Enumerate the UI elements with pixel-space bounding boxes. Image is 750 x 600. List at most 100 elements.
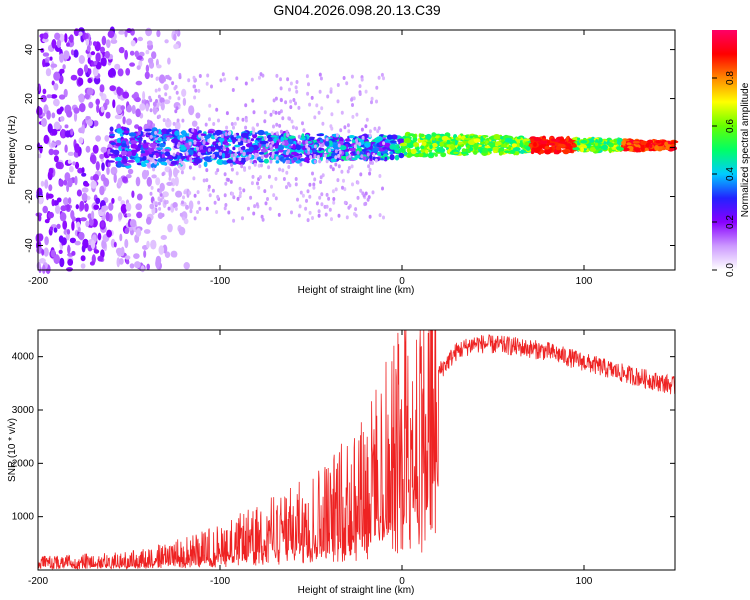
spectrogram-cell xyxy=(270,184,273,189)
spectrogram-cell xyxy=(368,154,373,159)
spectrogram-cell xyxy=(38,214,42,222)
spectrogram-cell xyxy=(154,88,158,93)
spectrogram-cell xyxy=(118,30,125,35)
spectrogram-cell xyxy=(78,137,84,144)
spectrogram-cell xyxy=(74,240,81,246)
spectrogram-cell xyxy=(263,189,267,194)
spectrogram-cell xyxy=(42,37,49,43)
spectrogram-cell xyxy=(85,38,90,46)
spectrogram-cell xyxy=(64,33,68,43)
spectrogram-cell xyxy=(183,190,187,195)
spectrogram-cell xyxy=(318,72,322,77)
spectrogram-cell xyxy=(224,203,228,207)
spectrogram-cell xyxy=(130,40,136,47)
spectrogram-cell xyxy=(133,253,140,259)
spectrogram-cell xyxy=(188,141,192,146)
spectrogram-cell xyxy=(234,144,241,148)
spectrogram-cell xyxy=(226,159,234,164)
spectrogram-cell xyxy=(175,90,179,95)
spectrogram-cell xyxy=(267,174,271,179)
spectrogram-cell xyxy=(146,216,152,225)
spectrogram-cell xyxy=(158,245,165,255)
spectrogram-cell xyxy=(42,205,48,214)
spectrogram-cell xyxy=(176,118,180,123)
spectrogram-cell xyxy=(182,195,185,200)
spectrogram-cell xyxy=(149,134,153,139)
spectrogram-cell xyxy=(446,139,451,145)
spectrogram-cell xyxy=(78,55,86,64)
spectrogram-cell xyxy=(237,138,241,143)
spectrogram-cell xyxy=(343,187,347,192)
spectrogram-cell xyxy=(302,140,306,145)
spectrogram-cell xyxy=(308,210,312,215)
spectrogram-cell xyxy=(70,49,75,56)
spectrogram-cell xyxy=(145,64,150,73)
spectrogram-cell xyxy=(156,30,161,38)
spectrogram-cell xyxy=(221,152,226,159)
spectrogram-cell xyxy=(212,153,216,158)
x-tick-label: 0 xyxy=(399,576,405,587)
spectrogram-cell xyxy=(263,136,267,140)
spectrogram-cell xyxy=(193,84,196,89)
spectrogram-cell xyxy=(44,62,50,67)
spectrogram-cell xyxy=(80,255,86,262)
spectrogram-cell xyxy=(472,134,479,138)
spectrogram-cell xyxy=(277,212,281,217)
spectrogram-cell xyxy=(104,51,111,59)
spectrogram-cell xyxy=(432,136,436,141)
spectrogram-cell xyxy=(319,180,323,184)
spectrogram-cell xyxy=(312,185,316,190)
x-tick-label: 0 xyxy=(399,276,405,287)
spectrogram-cell xyxy=(42,88,47,95)
spectrogram-cell xyxy=(40,48,45,53)
spectrogram-cell xyxy=(511,143,517,148)
y-tick-label: 4000 xyxy=(12,352,35,363)
spectrogram-cell xyxy=(53,155,59,163)
spectrogram-cell xyxy=(450,144,456,150)
spectrogram-cell xyxy=(291,125,295,130)
spectrogram-cell xyxy=(42,58,46,68)
spectrogram-cell xyxy=(364,191,368,196)
snr-y-ticks: 1000 2000 3000 4000 xyxy=(12,352,675,523)
spectrogram-cell xyxy=(93,204,100,210)
y-tick-label: 40 xyxy=(24,44,35,56)
snr-x-ticks: -200 -100 0 100 xyxy=(28,330,593,587)
spectrogram-cell xyxy=(626,142,632,146)
spectrogram-cell xyxy=(368,133,372,138)
spectrogram-cell xyxy=(244,125,248,130)
spectrogram-cell xyxy=(114,157,123,162)
spectrogram-cell xyxy=(460,151,468,155)
spectrogram-cell xyxy=(244,118,248,123)
spectrogram-cell xyxy=(70,128,74,136)
spectrogram-cell xyxy=(60,205,67,212)
spectrogram-cell xyxy=(272,98,276,103)
spectrogram-cell xyxy=(533,137,541,142)
spectrogram-cell xyxy=(289,81,293,86)
spectrogram-cell xyxy=(352,96,356,101)
spectrogram-cell xyxy=(159,97,165,104)
spectrogram-cell xyxy=(156,64,162,69)
spectrogram-cell xyxy=(458,134,461,139)
spectrogram-y-axis-title: Frequency (Hz) xyxy=(7,116,18,185)
spectrogram-cell xyxy=(223,206,227,211)
spectrogram-cell xyxy=(106,229,112,238)
spectrogram-cell xyxy=(294,177,298,181)
spectrogram-cell xyxy=(346,169,350,174)
spectrogram-cell xyxy=(185,151,189,156)
spectrogram-cell xyxy=(170,160,178,165)
spectrogram-cell xyxy=(330,158,337,163)
spectrogram-cell xyxy=(342,178,345,183)
spectrogram-cell xyxy=(469,135,474,139)
spectrogram-cell xyxy=(179,155,188,159)
spectrogram-cell xyxy=(175,106,179,111)
spectrogram-cell xyxy=(160,161,168,166)
spectrogram-cell xyxy=(271,140,275,145)
spectrogram-cell xyxy=(183,262,190,270)
spectrogram-cell xyxy=(368,214,372,219)
spectrogram-cell xyxy=(157,201,161,206)
spectrogram-cell xyxy=(320,192,324,197)
spectrogram-cell xyxy=(186,188,190,198)
spectrogram-cell xyxy=(81,192,88,202)
spectrogram-cell xyxy=(124,238,129,249)
